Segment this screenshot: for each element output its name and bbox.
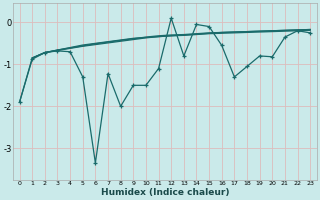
X-axis label: Humidex (Indice chaleur): Humidex (Indice chaleur) — [100, 188, 229, 197]
